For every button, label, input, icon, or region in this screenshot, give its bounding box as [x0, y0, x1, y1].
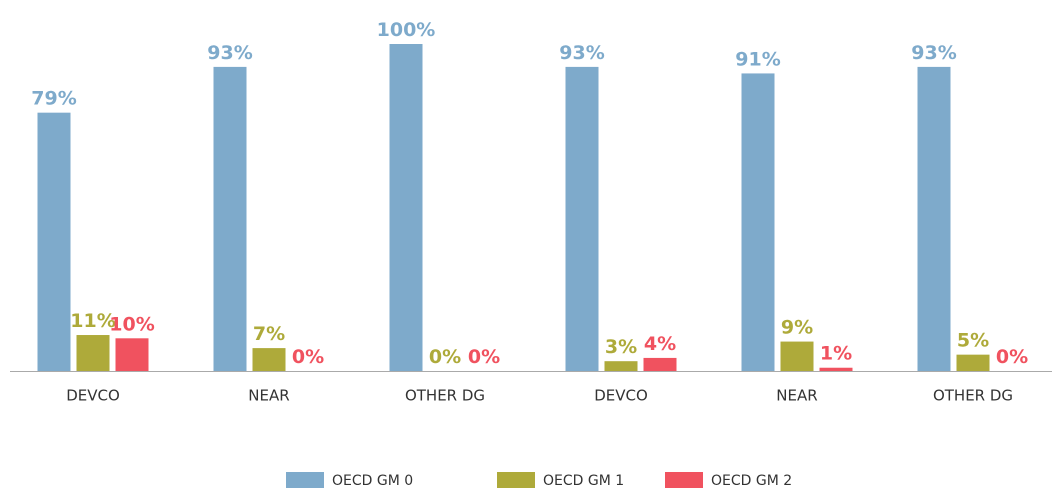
- value-label: 7%: [253, 323, 285, 345]
- value-label: 4%: [644, 333, 676, 355]
- bar: [819, 367, 853, 371]
- x-tick-label: DEVCO: [66, 387, 120, 405]
- value-label: 93%: [207, 42, 252, 64]
- bar: [37, 112, 71, 372]
- bar: [741, 73, 775, 372]
- value-label: 91%: [735, 48, 780, 70]
- bar: [76, 335, 110, 371]
- x-tick-label: NEAR: [248, 387, 289, 405]
- bar: [389, 44, 423, 371]
- value-label: 0%: [468, 346, 500, 368]
- legend-label: OECD GM 0: [332, 473, 413, 489]
- bar: [604, 361, 638, 371]
- legend-label: OECD GM 1: [543, 473, 624, 489]
- value-label: 5%: [957, 330, 989, 352]
- value-label: 0%: [996, 346, 1028, 368]
- x-tick-label: DEVCO: [594, 387, 648, 405]
- legend-swatch: [665, 472, 703, 488]
- x-tick-label: OTHER DG: [405, 387, 485, 405]
- value-label: 9%: [781, 317, 813, 339]
- bar: [565, 66, 599, 371]
- bar: [956, 354, 990, 371]
- bar: [252, 348, 286, 371]
- value-label: 93%: [911, 42, 956, 64]
- x-tick-label: OTHER DG: [933, 387, 1013, 405]
- value-label: 100%: [377, 19, 436, 41]
- bar: [917, 66, 951, 371]
- legend-swatch: [286, 472, 324, 488]
- value-label: 3%: [605, 336, 637, 358]
- bar: [213, 66, 247, 371]
- bar: [780, 341, 814, 371]
- value-label: 79%: [31, 88, 76, 110]
- bar: [643, 357, 677, 371]
- value-label: 11%: [70, 310, 115, 332]
- value-label: 10%: [109, 313, 154, 335]
- legend-swatch: [497, 472, 535, 488]
- value-label: 93%: [559, 42, 604, 64]
- x-tick-label: NEAR: [776, 387, 817, 405]
- value-label: 0%: [292, 346, 324, 368]
- legend-label: OECD GM 2: [711, 473, 792, 489]
- bar: [115, 338, 149, 371]
- value-label: 1%: [820, 343, 852, 365]
- value-label: 0%: [429, 346, 461, 368]
